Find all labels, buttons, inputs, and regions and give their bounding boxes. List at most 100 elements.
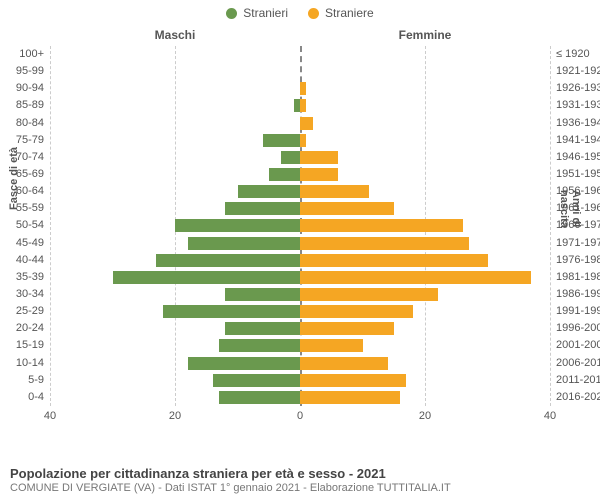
legend-female-label: Straniere bbox=[325, 6, 374, 20]
birth-label: 1981-1985 bbox=[556, 269, 600, 286]
bar-female bbox=[300, 271, 531, 284]
bar-female bbox=[300, 374, 406, 387]
age-label: 55-59 bbox=[0, 200, 44, 217]
age-row: 50-541966-1970 bbox=[50, 217, 550, 234]
bar-male bbox=[238, 185, 301, 198]
bar-female bbox=[300, 322, 394, 335]
age-label: 50-54 bbox=[0, 217, 44, 234]
x-tick: 20 bbox=[169, 410, 181, 422]
birth-label: 2011-2015 bbox=[556, 372, 600, 389]
col-title-maschi: Maschi bbox=[50, 28, 300, 42]
age-row: 15-192001-2005 bbox=[50, 337, 550, 354]
age-label: 10-14 bbox=[0, 355, 44, 372]
age-row: 55-591961-1965 bbox=[50, 200, 550, 217]
birth-label: 1986-1990 bbox=[556, 286, 600, 303]
age-label: 85-89 bbox=[0, 97, 44, 114]
bar-female bbox=[300, 185, 369, 198]
age-row: 65-691951-1955 bbox=[50, 166, 550, 183]
age-row: 25-291991-1995 bbox=[50, 303, 550, 320]
grid-line bbox=[550, 46, 551, 406]
birth-label: 1921-1925 bbox=[556, 63, 600, 80]
age-row: 75-791941-1945 bbox=[50, 132, 550, 149]
bar-female bbox=[300, 357, 388, 370]
bar-male bbox=[219, 339, 300, 352]
bar-female bbox=[300, 339, 363, 352]
age-row: 90-941926-1930 bbox=[50, 80, 550, 97]
footer: Popolazione per cittadinanza straniera p… bbox=[10, 466, 590, 494]
bar-male bbox=[113, 271, 301, 284]
swatch-female bbox=[308, 8, 319, 19]
bar-female bbox=[300, 305, 413, 318]
legend-female: Straniere bbox=[308, 6, 374, 20]
bar-male bbox=[175, 219, 300, 232]
age-row: 20-241996-2000 bbox=[50, 320, 550, 337]
age-label: 35-39 bbox=[0, 269, 44, 286]
swatch-male bbox=[226, 8, 237, 19]
bar-female bbox=[300, 391, 400, 404]
age-label: 45-49 bbox=[0, 235, 44, 252]
birth-label: 1936-1940 bbox=[556, 115, 600, 132]
age-row: 30-341986-1990 bbox=[50, 286, 550, 303]
x-tick: 40 bbox=[44, 410, 56, 422]
x-tick: 40 bbox=[544, 410, 556, 422]
bar-female bbox=[300, 288, 438, 301]
age-label: 20-24 bbox=[0, 320, 44, 337]
age-row: 95-991921-1925 bbox=[50, 63, 550, 80]
bar-female bbox=[300, 117, 313, 130]
age-label: 5-9 bbox=[0, 372, 44, 389]
bar-male bbox=[188, 357, 301, 370]
age-label: 80-84 bbox=[0, 115, 44, 132]
age-label: 60-64 bbox=[0, 183, 44, 200]
birth-label: 1966-1970 bbox=[556, 217, 600, 234]
birth-label: 1946-1950 bbox=[556, 149, 600, 166]
bar-male bbox=[263, 134, 301, 147]
age-label: 15-19 bbox=[0, 337, 44, 354]
bar-male bbox=[269, 168, 300, 181]
age-row: 70-741946-1950 bbox=[50, 149, 550, 166]
age-label: 30-34 bbox=[0, 286, 44, 303]
bar-female bbox=[300, 219, 463, 232]
age-row: 80-841936-1940 bbox=[50, 115, 550, 132]
birth-label: 2016-2020 bbox=[556, 389, 600, 406]
x-tick: 20 bbox=[419, 410, 431, 422]
bar-female bbox=[300, 134, 306, 147]
pyramid-chart: Maschi Femmine 100+≤ 192095-991921-19259… bbox=[50, 28, 550, 428]
bar-male bbox=[225, 322, 300, 335]
age-row: 100+≤ 1920 bbox=[50, 46, 550, 63]
bar-female bbox=[300, 82, 306, 95]
birth-label: 2001-2005 bbox=[556, 337, 600, 354]
legend-male-label: Stranieri bbox=[243, 6, 288, 20]
bar-male bbox=[225, 202, 300, 215]
col-title-femmine: Femmine bbox=[300, 28, 550, 42]
age-label: 65-69 bbox=[0, 166, 44, 183]
birth-label: 1961-1965 bbox=[556, 200, 600, 217]
age-row: 35-391981-1985 bbox=[50, 269, 550, 286]
birth-label: 1931-1935 bbox=[556, 97, 600, 114]
bar-female bbox=[300, 254, 488, 267]
bar-female bbox=[300, 99, 306, 112]
age-row: 40-441976-1980 bbox=[50, 252, 550, 269]
chart-title: Popolazione per cittadinanza straniera p… bbox=[10, 466, 590, 481]
bar-male bbox=[219, 391, 300, 404]
age-row: 10-142006-2010 bbox=[50, 355, 550, 372]
age-label: 70-74 bbox=[0, 149, 44, 166]
age-row: 60-641956-1960 bbox=[50, 183, 550, 200]
legend-male: Stranieri bbox=[226, 6, 288, 20]
birth-label: 1956-1960 bbox=[556, 183, 600, 200]
birth-label: 1991-1995 bbox=[556, 303, 600, 320]
birth-label: ≤ 1920 bbox=[556, 46, 600, 63]
age-label: 95-99 bbox=[0, 63, 44, 80]
age-label: 25-29 bbox=[0, 303, 44, 320]
birth-label: 1926-1930 bbox=[556, 80, 600, 97]
age-row: 0-42016-2020 bbox=[50, 389, 550, 406]
birth-label: 1941-1945 bbox=[556, 132, 600, 149]
age-row: 5-92011-2015 bbox=[50, 372, 550, 389]
bar-female bbox=[300, 237, 469, 250]
x-tick: 0 bbox=[297, 410, 303, 422]
chart-subtitle: COMUNE DI VERGIATE (VA) - Dati ISTAT 1° … bbox=[10, 482, 590, 494]
plot-area: 100+≤ 192095-991921-192590-941926-193085… bbox=[50, 46, 550, 406]
legend: Stranieri Straniere bbox=[0, 0, 600, 20]
bar-male bbox=[213, 374, 301, 387]
age-label: 90-94 bbox=[0, 80, 44, 97]
birth-label: 1971-1975 bbox=[556, 235, 600, 252]
